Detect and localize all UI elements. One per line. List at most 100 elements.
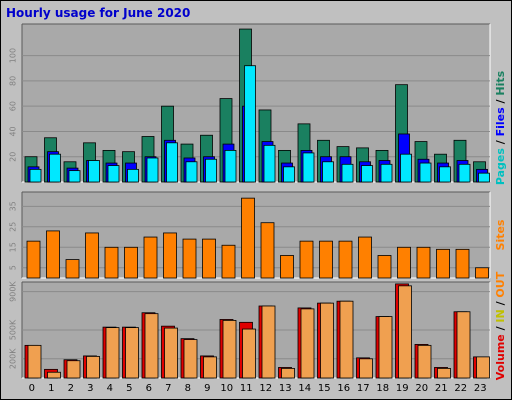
sites-bar bbox=[46, 230, 60, 279]
hour-label: 2 bbox=[68, 383, 74, 394]
pages-bar bbox=[29, 168, 42, 183]
sites-bar bbox=[377, 255, 392, 279]
series-label-volume-part: / bbox=[494, 298, 507, 310]
out-volume-bar bbox=[183, 339, 198, 379]
sites-bar bbox=[163, 232, 177, 279]
pages-bar bbox=[244, 65, 256, 183]
sites-bar bbox=[260, 222, 275, 279]
series-label-volume-part: Volume bbox=[494, 334, 507, 380]
y-tick-label: 35 bbox=[9, 201, 18, 211]
pages-bar bbox=[341, 163, 354, 183]
out-volume-bar bbox=[456, 311, 471, 379]
sites-bar bbox=[104, 246, 119, 279]
hour-label: 20 bbox=[415, 383, 428, 394]
pages-bar bbox=[224, 149, 237, 183]
pages-bar bbox=[88, 160, 100, 183]
pages-bar bbox=[185, 161, 198, 183]
hour-label: 22 bbox=[454, 383, 467, 394]
out-volume-bar bbox=[144, 313, 159, 379]
y-tick-label: 80 bbox=[9, 76, 18, 86]
pages-bar bbox=[146, 157, 159, 183]
out-volume-bar bbox=[281, 367, 295, 379]
series-label-hits: Pages / Files / Hits bbox=[494, 70, 507, 185]
pages-bar bbox=[68, 170, 81, 183]
pages-bar bbox=[283, 166, 295, 183]
out-volume-bar bbox=[359, 358, 373, 379]
out-volume-bar bbox=[339, 300, 354, 379]
sites-bar bbox=[358, 236, 372, 279]
hour-label: 10 bbox=[220, 383, 233, 394]
out-volume-bar bbox=[437, 367, 451, 379]
out-volume-bar bbox=[105, 327, 120, 379]
y-tick-label: 20 bbox=[9, 152, 18, 162]
series-label-volume-part: OUT bbox=[494, 271, 507, 297]
series-label-volume: Volume / IN / OUT bbox=[494, 271, 507, 380]
sites-bar bbox=[475, 267, 489, 279]
hour-label: 11 bbox=[240, 383, 253, 394]
out-volume-bar bbox=[261, 305, 276, 379]
out-volume-bar bbox=[47, 371, 61, 379]
hour-label: 17 bbox=[357, 383, 370, 394]
plot-panel-1 bbox=[22, 24, 490, 182]
sites-bar bbox=[124, 246, 138, 279]
sites-bar bbox=[143, 236, 158, 279]
out-volume-bar bbox=[164, 327, 178, 379]
out-volume-bar bbox=[66, 360, 81, 379]
pages-bar bbox=[107, 165, 120, 183]
hour-label: 14 bbox=[298, 383, 311, 394]
pages-bar bbox=[49, 153, 61, 183]
sites-bar bbox=[338, 240, 353, 279]
pages-bar bbox=[322, 161, 334, 183]
out-volume-bar bbox=[378, 316, 393, 379]
pages-bar bbox=[361, 165, 373, 183]
y-tick-label: 900K bbox=[9, 281, 18, 302]
pages-bar bbox=[263, 144, 276, 183]
series-label-hits-part: Pages bbox=[494, 148, 507, 186]
sites-bar bbox=[85, 232, 99, 279]
sites-bar bbox=[299, 240, 314, 279]
sites-bar bbox=[455, 248, 470, 279]
pages-bar bbox=[439, 166, 451, 183]
sites-bar bbox=[65, 259, 80, 279]
chart-title: Hourly usage for June 2020 bbox=[6, 6, 191, 20]
hour-label: 5 bbox=[126, 383, 132, 394]
out-volume-bar bbox=[417, 344, 432, 379]
hour-label: 1 bbox=[48, 383, 54, 394]
sites-bar bbox=[416, 246, 431, 279]
series-label-hits-part: Files bbox=[494, 107, 507, 137]
out-volume-bar bbox=[398, 285, 412, 379]
y-tick-label: 200K bbox=[9, 348, 18, 369]
sites-bar bbox=[221, 244, 236, 279]
sites-bar bbox=[319, 240, 333, 279]
hour-label: 6 bbox=[146, 383, 152, 394]
hour-label: 4 bbox=[107, 383, 113, 394]
pages-bar bbox=[400, 153, 412, 183]
pages-bar bbox=[302, 152, 315, 183]
hour-label: 9 bbox=[204, 383, 210, 394]
sites-bar bbox=[397, 246, 411, 279]
out-volume-bar bbox=[242, 328, 256, 379]
sites-bar bbox=[241, 197, 255, 279]
y-tick-label: 100 bbox=[9, 48, 18, 63]
hour-label: 0 bbox=[29, 383, 35, 394]
y-tick-label: 60 bbox=[9, 101, 18, 111]
hour-label: 7 bbox=[165, 383, 171, 394]
hour-label: 12 bbox=[259, 383, 272, 394]
pages-bar bbox=[205, 158, 217, 183]
out-volume-bar bbox=[86, 355, 100, 379]
hour-label: 18 bbox=[376, 383, 389, 394]
sites-bar bbox=[280, 255, 294, 279]
pages-bar bbox=[166, 142, 178, 183]
series-label-volume-part: / bbox=[494, 323, 507, 335]
sites-bar bbox=[436, 248, 450, 279]
sites-bar bbox=[26, 240, 41, 279]
y-tick-label: 40 bbox=[9, 126, 18, 136]
hour-label: 16 bbox=[337, 383, 350, 394]
pages-bar bbox=[478, 172, 490, 183]
out-volume-bar bbox=[300, 308, 315, 379]
out-volume-bar bbox=[203, 356, 217, 379]
out-volume-bar bbox=[476, 356, 490, 379]
out-volume-bar bbox=[27, 344, 42, 379]
out-volume-bar bbox=[125, 327, 139, 379]
